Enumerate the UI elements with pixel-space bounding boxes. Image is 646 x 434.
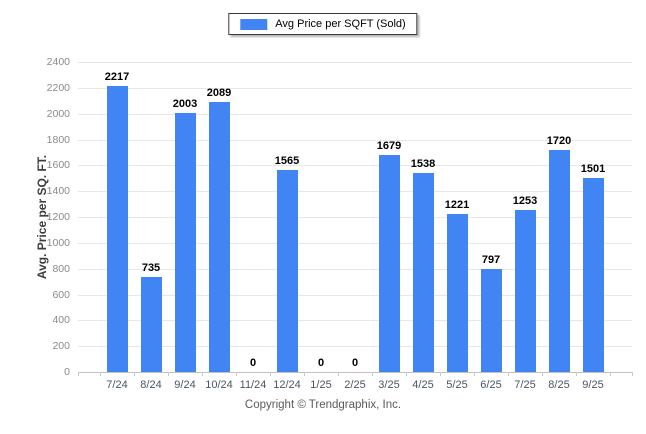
bar — [174, 113, 196, 372]
x-axis-tick — [440, 372, 441, 376]
bar-value-label: 1253 — [512, 195, 538, 208]
bar — [140, 277, 162, 372]
gridline — [78, 268, 632, 270]
bar-value-label: 1501 — [580, 163, 606, 176]
bar — [582, 178, 604, 372]
y-axis-tick-label: 2200 — [46, 81, 70, 94]
bar-value-label: 0 — [351, 357, 359, 369]
x-axis-tick — [508, 372, 509, 376]
x-axis-tick — [632, 372, 633, 376]
gridline — [78, 165, 632, 167]
x-axis-label: 7/25 — [514, 379, 536, 391]
y-axis-tick-label: 600 — [52, 288, 70, 301]
x-axis-tick — [202, 372, 203, 376]
y-axis-tick-label: 1000 — [46, 236, 70, 249]
x-axis-label: 4/25 — [412, 379, 434, 391]
bar-value-label: 0 — [249, 357, 257, 369]
x-axis-tick — [236, 372, 237, 376]
bar-value-label: 2217 — [104, 70, 130, 83]
y-axis-tick-label: 1600 — [46, 159, 70, 172]
bar — [480, 269, 502, 372]
x-axis-label: 8/25 — [548, 379, 570, 391]
bar-value-label: 1538 — [410, 158, 436, 171]
x-axis-tick — [270, 372, 271, 376]
legend: Avg Price per SQFT (Sold) — [228, 13, 418, 35]
x-axis-label: 9/24 — [174, 379, 196, 391]
plot-area: 2217 735 2003 2089 0 1565 0 0 1679 1538 1221 797 125… — [78, 62, 633, 376]
x-axis-label: 7/24 — [106, 379, 128, 391]
x-axis-tick — [78, 372, 79, 376]
x-axis-tick — [304, 372, 305, 376]
x-axis-label: 9/25 — [582, 379, 604, 391]
gridline — [78, 191, 632, 193]
bar-value-label: 1221 — [444, 199, 470, 212]
gridline — [78, 139, 632, 141]
bar-value-label: 2089 — [206, 87, 232, 100]
x-axis-label: 6/25 — [480, 379, 502, 391]
x-axis-label: 5/25 — [446, 379, 468, 391]
bar — [514, 210, 536, 372]
x-axis-label: 10/24 — [205, 379, 233, 391]
x-axis-tick — [474, 372, 475, 376]
x-axis-labels: 7/24 8/24 9/24 10/24 11/24 12/24 1/25 2/25 3/25 4… — [78, 379, 632, 393]
gridline — [78, 62, 632, 63]
x-axis-tick — [372, 372, 373, 376]
gridline — [78, 346, 632, 348]
bar-value-label: 0 — [317, 357, 325, 369]
bar — [548, 149, 570, 372]
y-axis-tick-label: 400 — [52, 314, 70, 327]
y-axis-tick-label: 0 — [64, 366, 70, 378]
x-axis-tick — [100, 372, 101, 376]
gridline — [78, 87, 632, 89]
x-axis-label: 1/25 — [310, 379, 332, 391]
x-axis-label: 11/24 — [239, 379, 267, 391]
footer-copyright: Copyright © Trendgraphix, Inc. — [244, 399, 402, 411]
y-axis-tick-label: 1800 — [46, 133, 70, 146]
x-axis-label: 12/24 — [273, 379, 301, 391]
bar-value-label: 1720 — [546, 134, 572, 147]
bar — [276, 169, 298, 372]
bar — [412, 173, 434, 372]
bar-value-label: 1565 — [274, 154, 300, 167]
y-axis-tick-label: 1200 — [46, 211, 70, 223]
bar — [446, 214, 468, 372]
x-axis-tick — [134, 372, 135, 376]
x-axis-tick — [542, 372, 543, 376]
y-axis-tick-label: 1400 — [46, 185, 70, 198]
bar — [208, 102, 230, 372]
bar-value-label: 1679 — [376, 140, 402, 153]
legend-label: Avg Price per SQFT (Sold) — [275, 18, 406, 30]
bar-value-label: 797 — [481, 254, 501, 267]
x-axis-label: 3/25 — [378, 379, 400, 391]
gridline — [78, 113, 632, 115]
gridline — [78, 320, 632, 322]
x-axis-tick — [576, 372, 577, 376]
x-axis-tick — [168, 372, 169, 376]
bar — [106, 85, 128, 372]
legend-swatch-icon — [240, 18, 268, 30]
bar-value-label: 735 — [141, 262, 161, 275]
x-axis-tick — [406, 372, 407, 376]
x-axis-tick — [338, 372, 339, 376]
x-axis-label: 2/25 — [344, 379, 366, 391]
y-axis-tick-label: 2000 — [46, 107, 70, 120]
y-axis-tick-label: 2400 — [46, 56, 70, 68]
gridline — [78, 217, 632, 218]
y-axis-tick-label: 200 — [52, 340, 70, 353]
y-axis-tick-label: 800 — [52, 262, 70, 275]
gridline — [78, 294, 632, 296]
bar-value-label: 2003 — [172, 98, 198, 111]
bar — [378, 155, 400, 372]
y-axis-tick-labels: 0 200 400 600 800 1000 1200 1400 1600 1800 2000 220… — [0, 56, 70, 378]
gridline — [78, 242, 632, 244]
x-axis-label: 8/24 — [140, 379, 162, 391]
x-axis-tick — [610, 372, 611, 376]
